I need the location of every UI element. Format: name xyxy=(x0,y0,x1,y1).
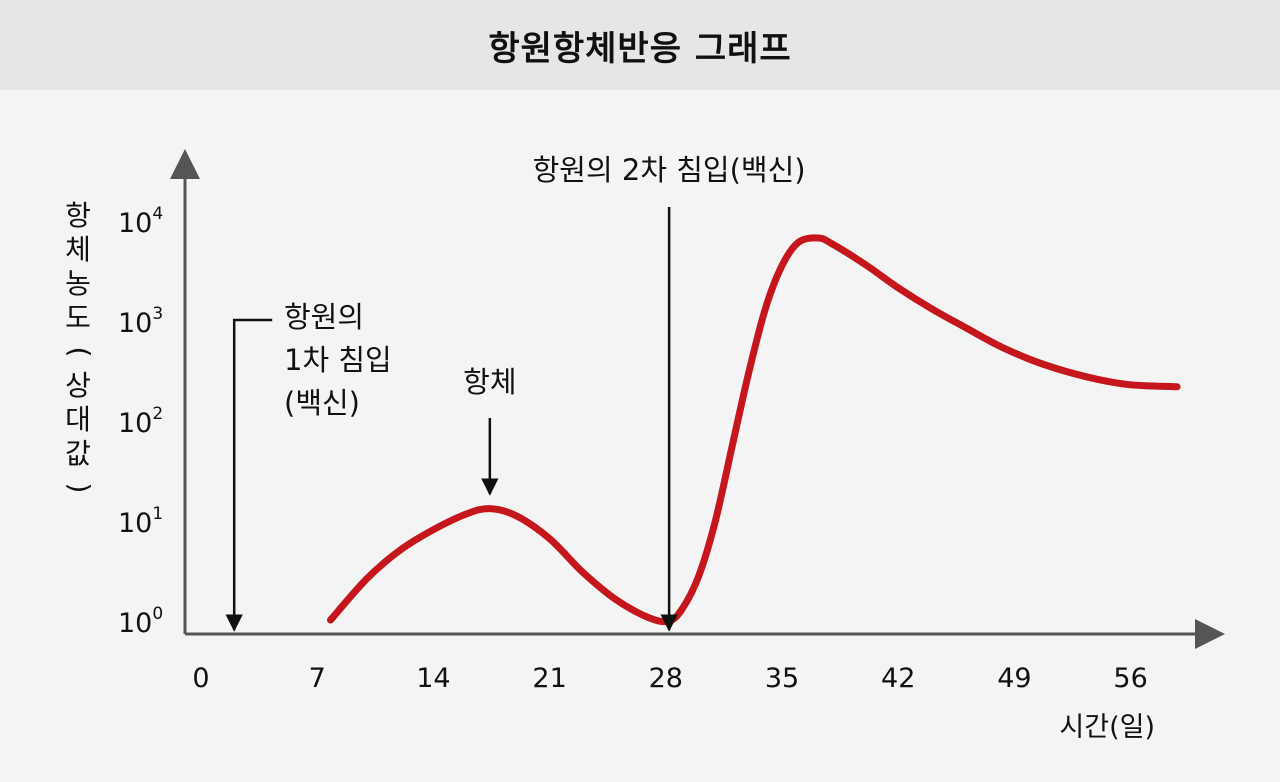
y-tick-exponent: 4 xyxy=(152,204,163,224)
y-axis-label-char: 도 xyxy=(65,301,91,334)
y-axis-label-char: 항 xyxy=(65,199,91,232)
x-tick-label: 7 xyxy=(309,663,326,694)
second-entry-label: 항원의 2차 침입(백신) xyxy=(533,153,806,187)
chart-title: 항원항체반응 그래프 xyxy=(488,28,792,69)
y-axis-label-char: 대 xyxy=(65,403,91,436)
x-tick-labels: 0 7 14 21 28 35 42 49 56 xyxy=(192,663,1147,694)
title-bar: 항원항체반응 그래프 xyxy=(0,0,1280,90)
x-tick-label: 49 xyxy=(997,663,1031,694)
y-tick-exponent: 3 xyxy=(152,304,163,324)
x-tick-label: 0 xyxy=(192,663,209,694)
x-tick-label: 35 xyxy=(765,663,799,694)
y-tick-exponent: 1 xyxy=(152,504,163,524)
first-entry-arrow xyxy=(225,318,273,632)
y-tick-label: 102 xyxy=(118,404,163,439)
y-tick-exponent: 0 xyxy=(152,604,163,624)
y-axis-label-char: 농 xyxy=(65,267,91,300)
y-axis-label-char: 체 xyxy=(65,233,91,266)
annotations: 항원의 1차 침입 (백신) 항체 항원의 2차 침입(백신) xyxy=(225,153,806,632)
x-tick-label: 28 xyxy=(649,663,683,694)
antibody-curve-line xyxy=(327,234,1181,626)
x-tick-label: 42 xyxy=(881,663,915,694)
y-axis-label-char: 값 xyxy=(65,437,91,470)
first-entry-label: (백신) xyxy=(284,386,360,420)
x-axis-label: 시간(일) xyxy=(1059,712,1155,743)
y-tick-label: 100 xyxy=(118,604,163,639)
x-tick-label: 56 xyxy=(1113,663,1147,694)
antibody-label: 항체 xyxy=(463,365,516,399)
y-tick-label: 101 xyxy=(118,504,163,539)
y-axis-label-char: 상 xyxy=(65,369,91,402)
y-tick-label: 103 xyxy=(118,304,163,339)
y-tick-exponent: 2 xyxy=(152,404,163,424)
y-tick-label: 104 xyxy=(118,204,163,239)
y-axis-label-char: ) xyxy=(63,483,96,494)
y-axis-label-char: ( xyxy=(63,347,96,358)
x-tick-label: 14 xyxy=(416,663,450,694)
x-tick-label: 21 xyxy=(532,663,566,694)
first-entry-label: 1차 침입 xyxy=(284,343,392,377)
first-entry-label: 항원의 xyxy=(284,300,364,334)
